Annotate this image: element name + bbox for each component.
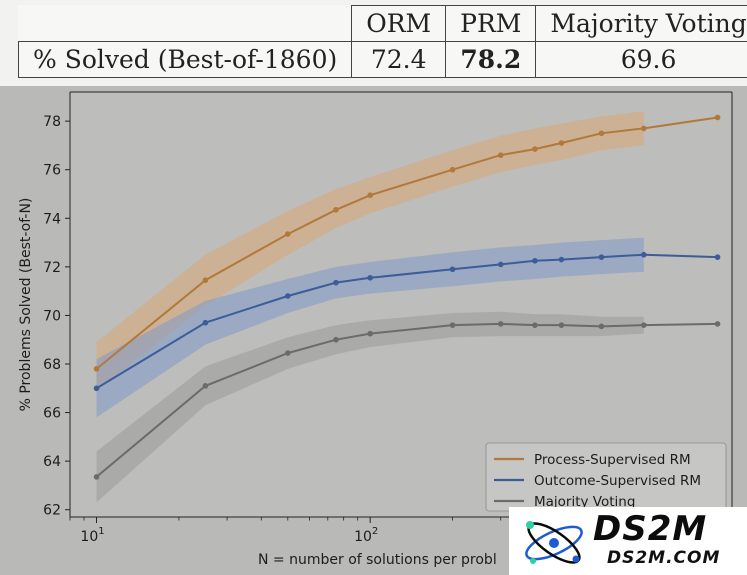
data-point-2-7 xyxy=(532,322,538,328)
data-point-2-8 xyxy=(558,322,565,328)
y-tick-label-76: 76 xyxy=(43,163,61,179)
data-point-0-11 xyxy=(714,114,721,121)
y-tick-label-68: 68 xyxy=(43,357,61,373)
data-point-1-3 xyxy=(333,279,339,286)
value-orm: 72.4 xyxy=(351,41,447,78)
y-tick-label-70: 70 xyxy=(43,308,61,324)
data-point-2-2 xyxy=(284,350,291,356)
results-table: ORM PRM Majority Voting % Solved (Best-o… xyxy=(17,5,747,78)
data-point-1-0 xyxy=(93,385,100,392)
table-header-row: ORM PRM Majority Voting xyxy=(18,5,747,42)
data-point-0-6 xyxy=(497,152,504,158)
table-row: % Solved (Best-of-1860) 72.4 78.2 69.6 xyxy=(17,41,747,78)
y-tick-label-66: 66 xyxy=(43,406,61,422)
data-point-2-5 xyxy=(449,322,456,328)
data-point-1-2 xyxy=(284,293,291,299)
data-point-2-9 xyxy=(598,323,605,330)
chart-svg: 62 64 66 68 70 72 74 76 78 101 102 % Problems Solve… xyxy=(18,91,733,568)
confidence-band-0 xyxy=(96,111,644,391)
data-point-2-1 xyxy=(202,383,209,389)
header-orm: ORM xyxy=(351,5,447,42)
series-line-0 xyxy=(95,116,718,370)
data-point-1-10 xyxy=(641,251,647,258)
series-line-2 xyxy=(95,322,718,478)
watermark: DS2M DS2M.COM xyxy=(509,507,747,575)
confidence-band-2 xyxy=(96,311,644,503)
x-tick-label-10: 101 xyxy=(80,526,104,545)
data-point-2-6 xyxy=(497,321,504,327)
data-point-0-7 xyxy=(532,146,538,152)
atom-logo-icon xyxy=(525,521,583,564)
confidence-band-1 xyxy=(96,237,644,418)
data-point-1-4 xyxy=(367,274,373,281)
chart-area: 62 64 66 68 70 72 74 76 78 101 102 % Problems Solve… xyxy=(0,86,747,575)
y-axis-title: % Problems Solved (Best-of-N) xyxy=(18,198,34,412)
value-majority-voting: 69.6 xyxy=(535,41,747,78)
data-point-2-3 xyxy=(333,336,339,343)
data-point-0-10 xyxy=(641,125,647,132)
y-tick-label-62: 62 xyxy=(43,503,61,519)
data-point-1-8 xyxy=(558,256,565,263)
x-tick-label-100: 102 xyxy=(354,526,378,545)
data-point-0-9 xyxy=(598,130,605,137)
x-tick-exponent: 1 xyxy=(98,526,104,537)
y-tick-label-78: 78 xyxy=(43,114,61,130)
data-point-0-3 xyxy=(333,206,339,213)
data-point-0-1 xyxy=(202,277,209,284)
x-axis-title: N = number of solutions per probl xyxy=(258,552,497,568)
row-label: % Solved (Best-of-1860) xyxy=(17,41,353,78)
value-prm: 78.2 xyxy=(445,41,537,78)
watermark-title: DS2M xyxy=(593,509,708,549)
data-point-0-5 xyxy=(449,166,456,173)
data-point-1-5 xyxy=(449,266,456,273)
header-majority-voting: Majority Voting xyxy=(535,5,747,42)
y-tick-label-72: 72 xyxy=(43,260,61,276)
watermark-url: DS2M.COM xyxy=(607,548,721,568)
header-prm: PRM xyxy=(445,5,537,42)
results-table-strip: ORM PRM Majority Voting % Solved (Best-o… xyxy=(0,0,747,86)
data-point-2-10 xyxy=(641,322,647,328)
data-point-2-4 xyxy=(367,330,373,337)
data-point-0-8 xyxy=(558,140,565,146)
data-point-1-1 xyxy=(202,319,209,326)
legend-label-1: Outcome-Supervised RM xyxy=(534,473,701,489)
data-point-0-0 xyxy=(93,366,100,372)
data-point-1-6 xyxy=(497,261,504,268)
table-corner-cell xyxy=(18,5,353,42)
data-point-1-9 xyxy=(598,254,605,260)
data-point-1-11 xyxy=(714,254,721,260)
data-point-1-7 xyxy=(532,257,538,264)
y-tick-label-74: 74 xyxy=(43,211,61,227)
data-point-0-4 xyxy=(367,192,373,199)
data-point-2-11 xyxy=(714,321,721,327)
legend-label-2: Majority Voting xyxy=(534,494,635,510)
data-point-2-0 xyxy=(93,474,100,480)
x-tick-exponent: 2 xyxy=(372,526,378,537)
legend-label-0: Process-Supervised RM xyxy=(534,452,691,468)
y-tick-label-64: 64 xyxy=(43,454,61,470)
data-point-0-2 xyxy=(284,231,291,237)
series-line-1 xyxy=(95,253,718,390)
